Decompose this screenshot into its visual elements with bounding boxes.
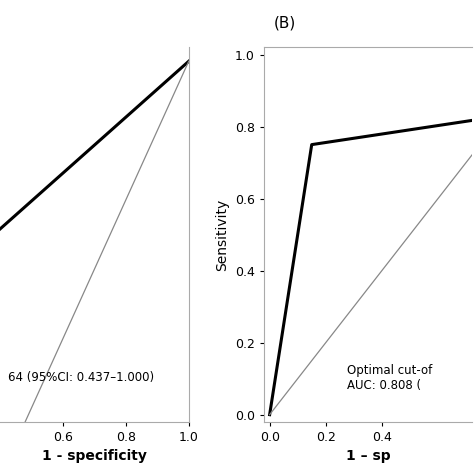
- X-axis label: 1 – sp: 1 – sp: [346, 449, 390, 464]
- Y-axis label: Sensitivity: Sensitivity: [216, 199, 229, 271]
- X-axis label: 1 - specificity: 1 - specificity: [42, 449, 147, 464]
- Text: 64 (95%CI: 0.437–1.000): 64 (95%CI: 0.437–1.000): [8, 372, 154, 384]
- Text: Optimal cut-of
AUC: 0.808 (: Optimal cut-of AUC: 0.808 (: [347, 364, 432, 392]
- Text: (B): (B): [273, 16, 295, 31]
